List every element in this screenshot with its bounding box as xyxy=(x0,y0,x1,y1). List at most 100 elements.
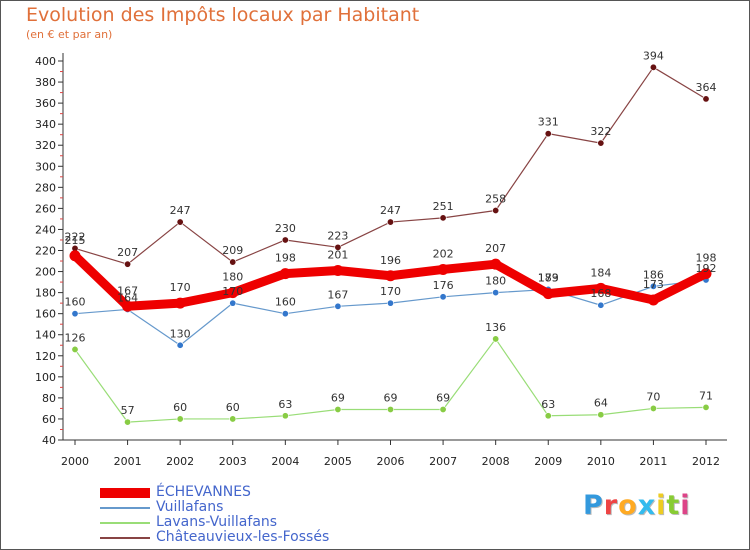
data-label: 364 xyxy=(696,81,717,94)
data-label: 192 xyxy=(696,262,717,275)
x-tick-label: 2009 xyxy=(534,455,562,468)
data-point xyxy=(386,299,394,307)
chart-subtitle: (en € et par an) xyxy=(26,28,113,41)
data-point xyxy=(281,236,289,244)
data-label: 160 xyxy=(65,296,86,309)
data-point xyxy=(492,335,500,343)
series-line-3 xyxy=(74,66,707,265)
y-tick-label: 160 xyxy=(35,308,56,321)
data-point xyxy=(702,95,710,103)
data-point xyxy=(227,287,239,299)
legend-item-lavans-vuillafans: Lavans-Vuillafans xyxy=(100,514,400,531)
x-tick-label: 2007 xyxy=(429,455,457,468)
data-label: 60 xyxy=(173,401,187,414)
data-point xyxy=(334,243,342,251)
x-tick-label: 2012 xyxy=(692,455,720,468)
data-point xyxy=(174,297,186,309)
data-point xyxy=(544,130,552,138)
data-label: 331 xyxy=(538,116,559,129)
data-label: 207 xyxy=(117,246,138,259)
chart-title: Evolution des Impôts locaux par Habitant xyxy=(26,4,420,26)
legend: ÉCHEVANNES Vuillafans Lavans-Vuillafans … xyxy=(100,484,400,546)
data-point xyxy=(176,341,184,349)
x-tick-label: 2000 xyxy=(61,455,89,468)
data-label: 258 xyxy=(485,192,506,205)
legend-item-chateauvieux-les-fosses: Châteauvieux-les-Fossés xyxy=(100,529,400,546)
legend-swatch xyxy=(100,522,150,524)
logo-letter: i xyxy=(656,490,667,521)
y-tick-label: 320 xyxy=(35,139,56,152)
data-point xyxy=(124,418,132,426)
y-tick-label: 360 xyxy=(35,97,56,110)
legend-swatch xyxy=(100,537,150,539)
data-label: 251 xyxy=(433,200,454,213)
data-label: 180 xyxy=(222,271,243,284)
data-label: 196 xyxy=(380,254,401,267)
data-label: 170 xyxy=(380,285,401,298)
data-label: 198 xyxy=(696,252,717,265)
data-label: 179 xyxy=(538,272,559,285)
x-tick-label: 2011 xyxy=(639,455,667,468)
data-label: 130 xyxy=(170,327,191,340)
axes: 40 60 80 100 120 140 160 180 200 220 240 260 280 300 3… xyxy=(35,53,727,468)
y-tick-label: 400 xyxy=(35,55,56,68)
data-label: 186 xyxy=(643,268,664,281)
data-point xyxy=(229,299,237,307)
y-tick-label: 380 xyxy=(35,76,56,89)
x-tick-label: 2004 xyxy=(271,455,299,468)
legend-label: Châteauvieux-les-Fossés xyxy=(156,529,330,545)
logo-letter: i xyxy=(680,490,691,521)
x-tick-label: 2010 xyxy=(587,455,615,468)
data-label: 230 xyxy=(275,222,296,235)
y-tick-label: 260 xyxy=(35,202,56,215)
data-point xyxy=(281,310,289,318)
data-label: 70 xyxy=(646,390,660,403)
x-tick-label: 2002 xyxy=(166,455,194,468)
data-point xyxy=(439,405,447,413)
data-label: 57 xyxy=(121,404,135,417)
data-label: 207 xyxy=(485,242,506,255)
data-point xyxy=(334,405,342,413)
y-tick-label: 40 xyxy=(42,434,56,447)
data-point xyxy=(334,302,342,310)
data-point xyxy=(649,404,657,412)
data-label: 198 xyxy=(275,252,296,265)
x-tick-label: 2006 xyxy=(377,455,405,468)
data-label: 223 xyxy=(327,229,348,242)
data-label: 170 xyxy=(170,281,191,294)
data-label: 63 xyxy=(541,398,555,411)
data-point xyxy=(439,293,447,301)
data-label: 201 xyxy=(327,249,348,262)
x-tick-label: 2003 xyxy=(219,455,247,468)
data-point xyxy=(595,282,607,294)
data-label: 180 xyxy=(485,275,506,288)
data-label: 247 xyxy=(380,204,401,217)
data-label: 215 xyxy=(65,234,86,247)
data-label: 71 xyxy=(699,389,713,402)
data-point xyxy=(176,218,184,226)
x-tick-label: 2001 xyxy=(114,455,142,468)
data-label: 69 xyxy=(436,391,450,404)
y-tick-label: 120 xyxy=(35,350,56,363)
x-tick-label: 2005 xyxy=(324,455,352,468)
data-point xyxy=(71,345,79,353)
y-tick-label: 300 xyxy=(35,160,56,173)
y-tick-label: 220 xyxy=(35,245,56,258)
y-tick-label: 100 xyxy=(35,371,56,384)
data-point xyxy=(544,412,552,420)
data-point xyxy=(597,301,605,309)
y-tick-label: 180 xyxy=(35,287,56,300)
data-label: 394 xyxy=(643,49,664,62)
y-tick-label: 80 xyxy=(42,392,56,405)
data-point xyxy=(597,139,605,147)
data-point xyxy=(492,206,500,214)
data-point xyxy=(229,258,237,266)
data-point xyxy=(385,270,396,282)
data-label: 170 xyxy=(222,285,243,298)
data-label: 136 xyxy=(485,321,506,334)
data-point xyxy=(69,250,81,262)
logo-letter: o xyxy=(618,490,638,521)
data-point xyxy=(71,310,79,318)
